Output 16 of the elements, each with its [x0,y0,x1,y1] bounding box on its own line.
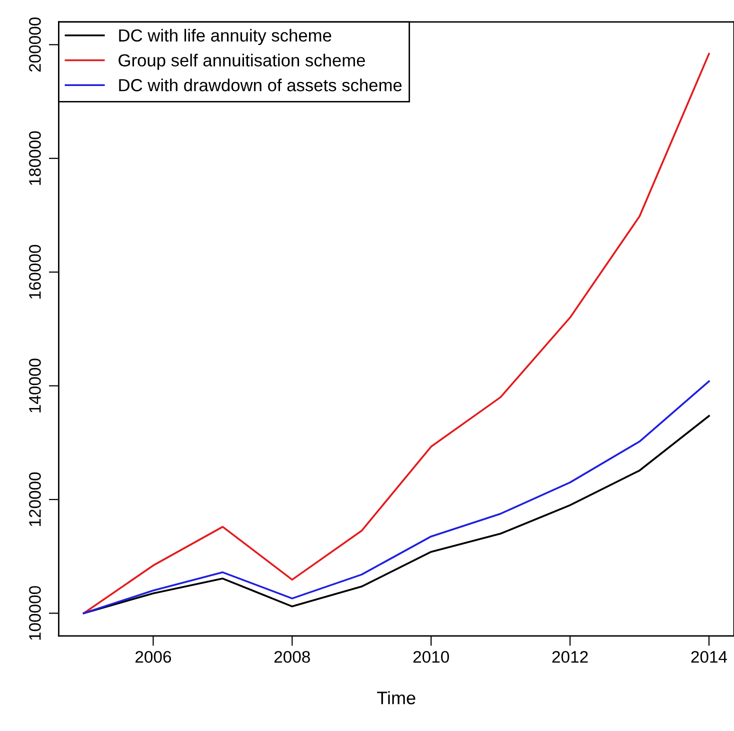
x-tick-label: 2010 [413,650,449,663]
legend-label: DC with drawdown of assets scheme [119,78,402,92]
legend-label: DC with life annuity scheme [119,28,332,46]
x-tick-label: 2008 [274,650,310,663]
x-axis-title: Time [377,691,416,704]
x-tick-label: 2012 [552,650,588,663]
x-tick-label: 2014 [691,650,728,663]
y-tick-label: 180000 [29,131,41,185]
y-tick-label: 200000 [29,18,41,72]
line-series [82,52,710,614]
x-tick-label: 2006 [136,650,172,663]
y-tick-label: 140000 [29,358,41,412]
legend-label: Group self annuitisation scheme [118,54,365,70]
y-tick-label: 100000 [29,586,41,640]
y-tick-label: 120000 [29,472,41,526]
y-tick-label: 160000 [29,244,41,299]
